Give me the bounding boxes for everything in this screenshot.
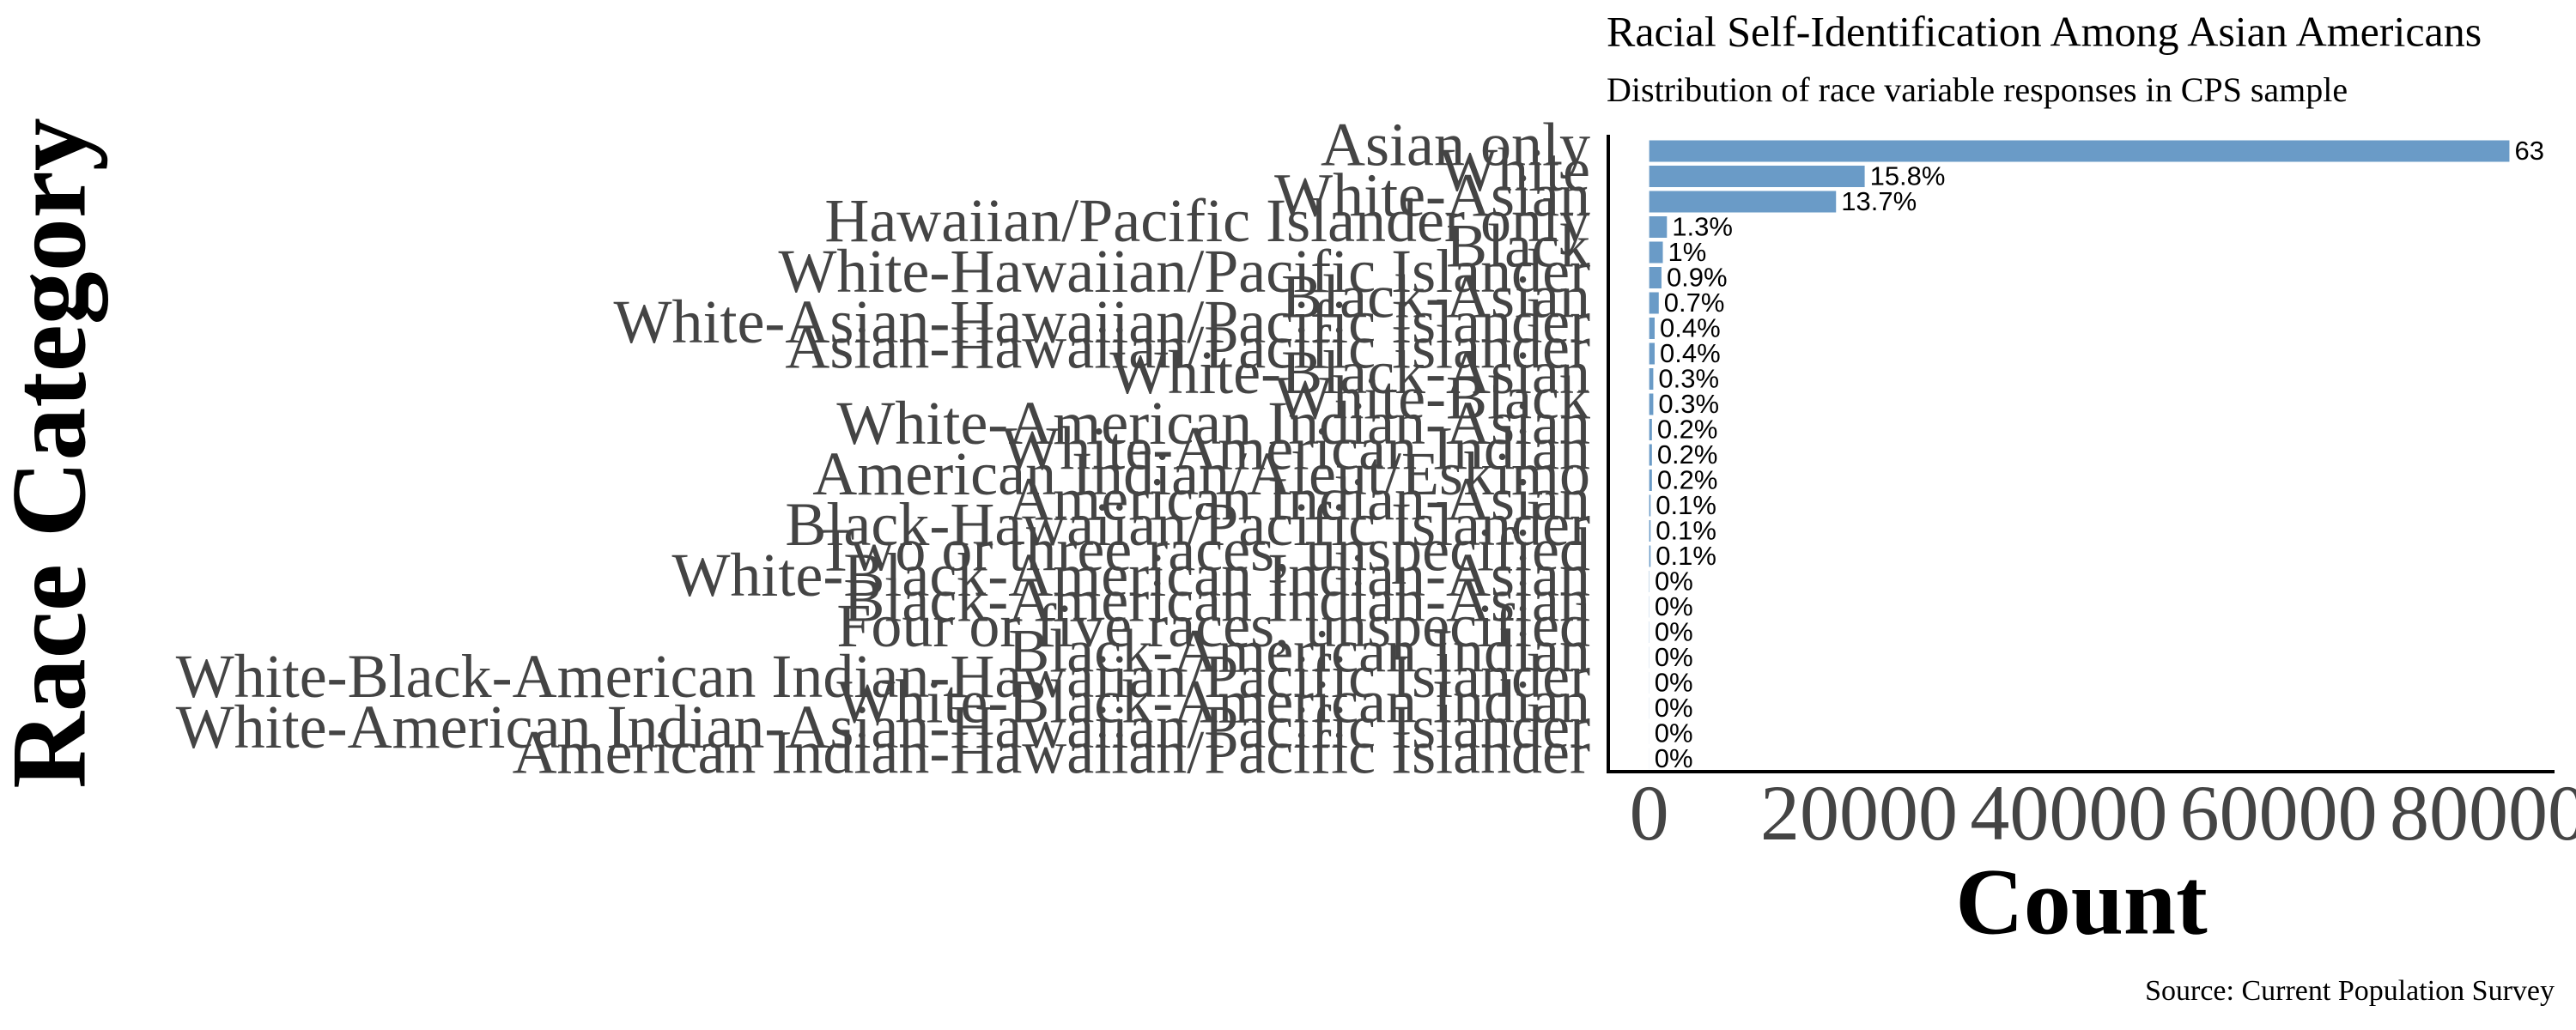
bar-value-label: 0% (1655, 617, 1693, 647)
bar (1649, 419, 1652, 440)
y-tick-label: White-Black-Asian (1109, 338, 1590, 407)
x-tick-label: 80000 (2390, 769, 2576, 857)
y-tick-label: White-Asian-Hawaiian/Pacific Islander (613, 288, 1590, 356)
chart-subtitle: Distribution of race variable responses … (1607, 70, 2348, 109)
bar-value-label: 0.2% (1657, 465, 1718, 495)
y-tick-label: American Indian/Aleut/Eskimo (812, 439, 1590, 508)
bar-value-label: 0% (1655, 693, 1693, 723)
bar-value-label: 0% (1655, 668, 1693, 698)
bar (1649, 520, 1651, 542)
y-tick-label: White-Black-American Indian-Asian (671, 541, 1590, 609)
bar-value-label: 13.7% (1841, 186, 1917, 216)
y-tick-label: White-Black-American Indian-Hawaiian/Pac… (176, 642, 1590, 711)
bar (1649, 292, 1659, 314)
y-tick-label: Black-American Indian (1008, 617, 1590, 686)
bar-value-label: 15.8% (1870, 161, 1946, 191)
y-tick-label: Four or five races, unspecified (836, 591, 1590, 660)
bar (1649, 267, 1662, 288)
y-tick-label: American Indian-Asian (1008, 465, 1590, 534)
bar-value-label: 1.3% (1672, 212, 1733, 242)
bar-value-label: 0.2% (1657, 439, 1718, 470)
y-tick-label: Hawaiian/Pacific Islander only (824, 186, 1590, 255)
bar (1649, 140, 2510, 162)
x-tick-label: 20000 (1760, 769, 1958, 857)
x-tick-label: 40000 (1970, 769, 2167, 857)
bar-value-label: 0% (1655, 718, 1693, 748)
bar-value-label: 0.9% (1667, 263, 1728, 293)
y-axis-title: Race Category (0, 118, 108, 789)
y-tick-label: White (1439, 136, 1590, 204)
bar-value-label: 0.4% (1660, 313, 1721, 343)
bar-value-label: 0.3% (1658, 364, 1719, 394)
y-tick-label: Asian-Hawaiian/Pacific Islander (785, 313, 1590, 382)
x-tick-label: 60000 (2180, 769, 2378, 857)
bar (1649, 191, 1837, 213)
y-tick-label: White-Hawaiian/Pacific Islander (778, 237, 1590, 306)
x-tick-label: 0 (1630, 769, 1669, 857)
bar (1649, 318, 1656, 339)
bar (1649, 216, 1668, 238)
bar-value-label: 0% (1655, 591, 1693, 621)
y-tick-label: White-Black-American Indian (836, 668, 1590, 736)
y-tick-label: White-American Indian-Asian-Hawaiian/Pac… (176, 693, 1590, 761)
y-tick-label: American Indian-Hawaiian/Pacific Islande… (513, 718, 1590, 787)
y-tick-label: White-Asian (1274, 161, 1590, 230)
y-tick-label: White-American Indian (1001, 415, 1590, 483)
bar-value-label: 63 (2514, 136, 2543, 166)
y-tick-label: White-American Indian-Asian (836, 389, 1590, 457)
bar (1649, 241, 1663, 264)
x-axis-title: Count (1955, 849, 2208, 954)
bar-value-label: 0% (1655, 642, 1693, 672)
y-tick-label: Black-American Indian-Asian (843, 566, 1590, 635)
bar (1649, 368, 1654, 390)
bar-value-label: 0.4% (1660, 338, 1721, 368)
y-tick-label: Black (1446, 212, 1590, 281)
bar-value-label: 0.1% (1656, 541, 1716, 571)
bar-value-label: 0.3% (1658, 389, 1719, 419)
bar-value-label: 0.1% (1656, 490, 1716, 520)
bar-value-label: 1% (1668, 237, 1707, 267)
y-tick-label: Black-Asian (1281, 263, 1590, 331)
source-note: Source: Current Population Survey (2145, 975, 2555, 1007)
y-tick-label: Asian only (1321, 111, 1590, 179)
y-tick-label: Black-Hawaiian/Pacific Islander (785, 490, 1590, 559)
bar (1649, 166, 1865, 187)
bar (1649, 470, 1652, 491)
chart-title: Racial Self-Identification Among Asian A… (1607, 7, 2482, 55)
bar (1649, 494, 1651, 517)
bar (1649, 342, 1656, 365)
bar-value-label: 0% (1655, 566, 1693, 597)
y-tick-label: Two or three races, unspecified (817, 516, 1590, 585)
y-tick-label: White-Black (1274, 364, 1590, 433)
bar (1649, 393, 1654, 415)
bar-value-label: 0% (1655, 743, 1693, 773)
bar-value-label: 0.7% (1664, 288, 1725, 318)
bar (1649, 545, 1651, 567)
bar-value-label: 0.2% (1657, 415, 1718, 445)
bar (1649, 444, 1652, 466)
bar-value-label: 0.1% (1656, 516, 1716, 546)
